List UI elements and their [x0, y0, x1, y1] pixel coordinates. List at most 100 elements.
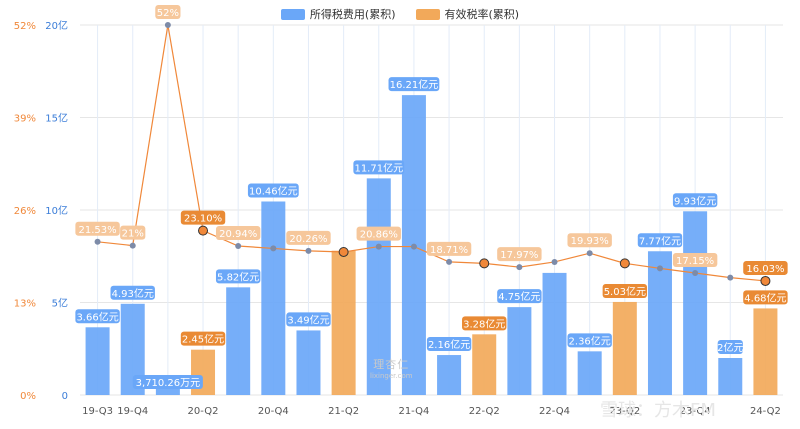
x-tick-label: 21-Q2 [328, 406, 359, 417]
y-left-tick-label: 5亿 [52, 297, 68, 310]
bar-value-label: 5.82亿元 [217, 270, 259, 283]
bar-23-Q2 [612, 301, 637, 395]
bar-value-label: 16.21亿元 [390, 78, 439, 91]
line-point [692, 269, 699, 276]
line-point [305, 247, 312, 254]
x-tick-label: 23-Q4 [680, 406, 711, 417]
x-tick-label: 20-Q4 [258, 406, 289, 417]
bar-value-label: 3.49亿元 [287, 313, 329, 326]
line-point [375, 243, 382, 250]
line-point [129, 242, 136, 249]
line-point [446, 258, 453, 265]
line-point-highlight [198, 225, 209, 236]
bar-value-label-bg [75, 309, 120, 324]
line-point-highlight [619, 258, 630, 269]
line-point-highlight [338, 246, 349, 257]
line-value-label: 20.94% [219, 229, 257, 240]
line-point [270, 245, 277, 252]
line-point [410, 243, 417, 250]
watermark-lixinger: 理杏仁 lixinger.com [370, 356, 413, 380]
bar-value-label-bg [602, 283, 648, 298]
legend-swatch-effective-rate [415, 8, 440, 20]
x-tick-label: 22-Q2 [469, 406, 500, 417]
bar-24-Q1 [718, 358, 743, 395]
bar-23-Q1 [577, 351, 602, 395]
line-value-label-bg [497, 247, 542, 262]
bar-21-Q1 [296, 330, 321, 395]
y-right-tick-label: 39% [14, 114, 36, 125]
bar-23-Q3 [647, 251, 672, 395]
bar-20-Q3 [226, 287, 251, 395]
line-value-label: 21.53% [79, 225, 117, 236]
bar-22-Q2 [472, 334, 497, 395]
line-value-label-bg [567, 233, 612, 248]
bar-value-label: 3.66亿元 [76, 310, 118, 323]
line-point [164, 22, 171, 28]
line-value-label-bg [215, 226, 261, 241]
y-left-tick-label: 10亿 [45, 204, 68, 217]
watermark-lixinger-sub: lixinger.com [370, 372, 413, 380]
watermark-xueqiu: 雪球：方木FM [600, 400, 716, 421]
bar-value-label: 5.03亿元 [604, 285, 646, 298]
bar-value-label-bg [462, 316, 507, 331]
bar-22-Q3 [507, 307, 532, 395]
bar-value-label: 4.75亿元 [498, 290, 540, 303]
x-tick-label: 24-Q2 [750, 406, 781, 417]
line-value-label-bg [426, 241, 472, 256]
x-tick-label: 21-Q4 [398, 406, 429, 417]
bar-value-label-bg [215, 269, 261, 284]
bar-value-label-bg [180, 331, 226, 346]
line-value-label-bg [75, 221, 120, 236]
legend-item-tax-expense[interactable]: 所得税费用(累积) [280, 6, 396, 22]
line-value-label-bg [286, 230, 331, 245]
bar-value-label-bg [717, 340, 743, 354]
line-point-highlight [479, 258, 490, 269]
watermark-lixinger-text: 理杏仁 [373, 358, 410, 371]
y-left-tick-label: 20亿 [45, 19, 68, 32]
bar-value-label: 2.36亿元 [569, 334, 611, 347]
line-value-label: 16.03% [746, 264, 784, 275]
bar-19-Q3 [85, 327, 110, 395]
bar-22-Q4 [542, 272, 567, 395]
line-value-label: 19.93% [571, 236, 609, 247]
line-point-highlight [760, 275, 771, 286]
bar-value-label-bg [247, 183, 299, 198]
line-value-label-bg [672, 252, 718, 267]
legend-label-effective-rate: 有效税率(累积) [444, 8, 520, 21]
bar-22-Q1 [437, 355, 462, 395]
bar-value-label-bg [567, 333, 612, 348]
x-tick-label: 20-Q2 [188, 406, 219, 417]
bar-20-Q1 [155, 388, 180, 395]
x-tick-label: 19-Q4 [117, 406, 148, 417]
line-value-label: 20.26% [289, 234, 327, 245]
line-value-label: 52% [157, 8, 179, 19]
bar-value-label: 4.93亿元 [112, 287, 154, 300]
bar-value-label: 4.68亿元 [744, 291, 786, 304]
line-point [94, 238, 101, 245]
x-tick-label: 22-Q4 [539, 406, 570, 417]
bar-value-label: 9.93亿元 [674, 194, 716, 207]
line-point [586, 250, 593, 257]
y-right-tick-label: 13% [14, 299, 36, 310]
bar-value-label-bg [388, 77, 440, 92]
line-point [656, 265, 663, 272]
line-point [516, 264, 523, 271]
y-left-tick-label: 15亿 [45, 112, 68, 125]
legend-label-tax-expense: 所得税费用(累积) [309, 8, 396, 21]
bar-value-label: 11.71亿元 [354, 161, 403, 174]
line-value-label: 17.15% [676, 256, 714, 267]
bar-value-label-bg [110, 285, 155, 300]
bar-value-label-bg [286, 312, 331, 327]
bar-value-label: 2.16亿元 [428, 338, 470, 351]
x-tick-label: 23-Q2 [609, 406, 640, 417]
bar-21-Q3 [366, 178, 391, 395]
bar-value-label: 10.46亿元 [249, 184, 298, 197]
line-value-label-bg [743, 260, 788, 275]
line-value-label-bg [356, 226, 401, 241]
y-right-tick-label: 52% [14, 21, 36, 32]
line-value-label-bg [180, 210, 226, 225]
legend-item-effective-rate[interactable]: 有效税率(累积) [415, 6, 520, 22]
line-value-label: 17.97% [500, 250, 538, 261]
bar-21-Q2 [331, 250, 356, 395]
